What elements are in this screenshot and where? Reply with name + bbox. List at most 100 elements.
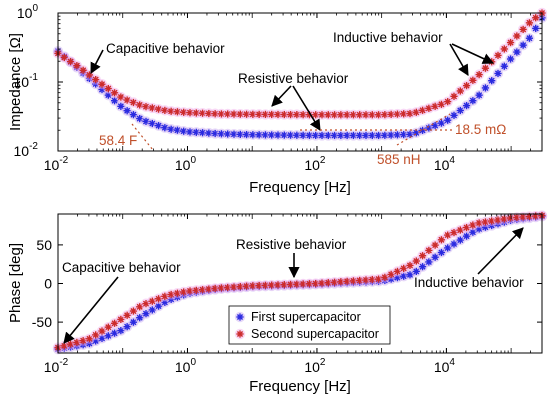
- data-point: [297, 278, 309, 290]
- resistance-value-label: 18.5 mΩ: [455, 122, 506, 137]
- data-point: [191, 127, 202, 138]
- data-point: [360, 274, 372, 286]
- x-tick-label: 10-2: [44, 155, 69, 173]
- data-point: [436, 247, 447, 258]
- data-point: [492, 50, 504, 61]
- data-point: [335, 130, 347, 141]
- data-point: [115, 91, 127, 103]
- data-point: [235, 281, 246, 292]
- data-point: [385, 109, 397, 120]
- data-point: [423, 256, 435, 268]
- legend-marker-second: [234, 328, 246, 340]
- data-point: [147, 102, 158, 114]
- x-tick-label: 100: [175, 155, 197, 173]
- data-point: [530, 12, 541, 23]
- data-point: [486, 215, 497, 227]
- data-point: [109, 318, 120, 329]
- data-point: [411, 107, 422, 118]
- y-tick-label: 100: [17, 3, 39, 21]
- data-point: [115, 314, 127, 325]
- data-point: [297, 130, 309, 141]
- data-point: [203, 108, 215, 119]
- data-point: [159, 297, 171, 308]
- data-point: [517, 24, 529, 35]
- data-point: [297, 109, 309, 120]
- data-point: [84, 333, 95, 344]
- data-point: [96, 84, 108, 95]
- data-point: [165, 106, 177, 117]
- data-point: [473, 217, 485, 229]
- data-point: [134, 113, 145, 124]
- data-point: [172, 288, 183, 299]
- data-point: [172, 125, 183, 136]
- data-point: [197, 284, 208, 295]
- data-point: [115, 101, 127, 112]
- data-point: [348, 109, 359, 120]
- data-point: [121, 105, 133, 116]
- data-point: [442, 229, 453, 241]
- data-point: [335, 109, 347, 120]
- data-point: [511, 212, 523, 223]
- data-point: [323, 277, 334, 288]
- data-point: [222, 282, 233, 293]
- data-point: [235, 108, 246, 120]
- data-point: [417, 250, 428, 261]
- data-point: [77, 65, 89, 76]
- data-point: [480, 216, 491, 228]
- impedance-resistive-arrow-1: [271, 85, 292, 107]
- data-point: [448, 91, 460, 102]
- series-second-markers: [52, 210, 548, 353]
- data-point: [285, 129, 296, 141]
- data-point: [153, 120, 164, 131]
- data-point: [222, 108, 233, 120]
- phase-inductive-label: Inductive behavior: [414, 275, 524, 290]
- y-tick-label: 0: [44, 276, 52, 292]
- data-point: [348, 275, 359, 287]
- phase-inductive-arrow: [477, 227, 524, 275]
- data-point: [492, 68, 504, 79]
- data-point: [291, 130, 303, 141]
- x-tick-label: 10-2: [44, 357, 69, 375]
- data-point: [128, 305, 139, 317]
- data-point: [260, 280, 271, 291]
- phase-capacitive-arrow: [63, 276, 119, 344]
- data-point: [241, 281, 252, 292]
- data-point: [77, 335, 89, 346]
- data-point: [323, 109, 334, 120]
- data-point: [279, 279, 290, 290]
- data-point: [511, 46, 523, 58]
- data-point: [90, 335, 101, 347]
- data-point: [71, 60, 83, 71]
- data-point: [341, 276, 353, 287]
- data-point: [279, 129, 290, 141]
- data-point: [228, 108, 240, 120]
- data-point: [467, 75, 479, 86]
- data-point: [203, 127, 215, 139]
- impedance-inductive-arrow-2: [451, 43, 495, 64]
- data-point: [272, 109, 284, 120]
- data-point: [140, 308, 152, 319]
- data-point: [121, 321, 133, 332]
- data-point: [448, 110, 460, 121]
- data-point: [436, 234, 447, 246]
- impedance-inductive-arrow-1: [449, 43, 469, 76]
- data-point: [455, 105, 466, 116]
- data-point: [90, 329, 101, 341]
- data-point: [360, 130, 372, 141]
- data-point: [429, 120, 441, 131]
- data-point: [59, 52, 70, 63]
- data-point: [65, 56, 76, 67]
- data-point: [379, 272, 391, 283]
- data-point: [442, 96, 453, 107]
- data-point: [197, 108, 208, 119]
- data-point: [291, 279, 303, 290]
- impedance-resistive-arrow-2: [292, 85, 321, 131]
- data-point: [385, 269, 397, 280]
- x-tick-label: 102: [304, 155, 326, 173]
- data-point: [260, 109, 271, 120]
- data-point: [492, 214, 504, 226]
- data-point: [266, 279, 277, 291]
- data-point: [103, 83, 114, 94]
- phase-capacitive-label: Capacitive behavior: [62, 260, 181, 275]
